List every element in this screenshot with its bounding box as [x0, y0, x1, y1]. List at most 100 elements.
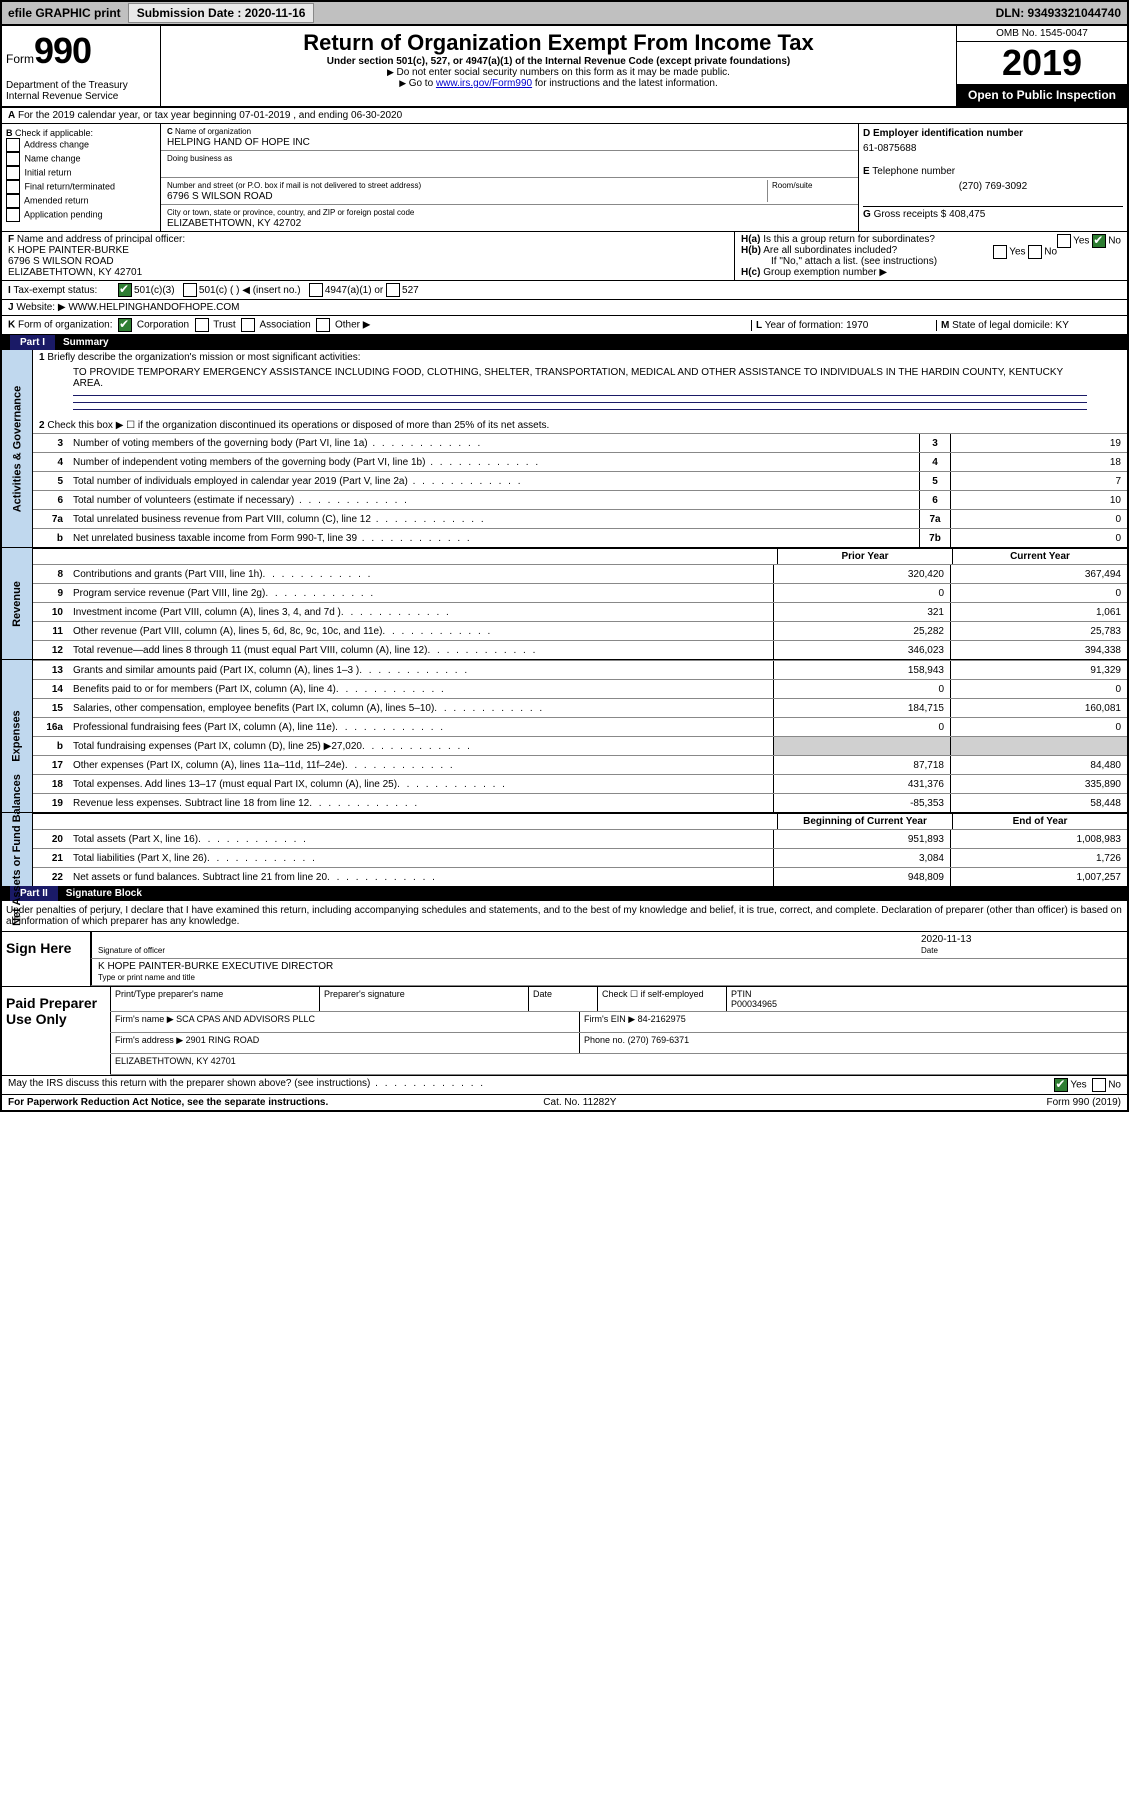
website: WWW.HELPINGHANDOFHOPE.COM	[68, 302, 239, 313]
preparer-row: Paid Preparer Use Only Print/Type prepar…	[2, 986, 1127, 1075]
line-11: 11Other revenue (Part VIII, column (A), …	[33, 621, 1127, 640]
submission-date-button[interactable]: Submission Date : 2020-11-16	[128, 3, 315, 23]
col-d-e-g: D Employer identification number 61-0875…	[859, 124, 1127, 231]
cb-name-change[interactable]	[6, 152, 20, 166]
netassets-side: Net Assets or Fund Balances	[2, 813, 33, 886]
line-3: 3Number of voting members of the governi…	[33, 433, 1127, 452]
cb-trust[interactable]	[195, 318, 209, 332]
dln-label: DLN: 93493321044740	[990, 4, 1127, 22]
line-20: 20Total assets (Part X, line 16) 951,893…	[33, 829, 1127, 848]
cb-corp[interactable]	[118, 318, 132, 332]
form-title: Return of Organization Exempt From Incom…	[165, 30, 952, 56]
expenses-section: Expenses 13Grants and similar amounts pa…	[2, 659, 1127, 812]
line-17: 17Other expenses (Part IX, column (A), l…	[33, 755, 1127, 774]
row-a: A For the 2019 calendar year, or tax yea…	[2, 108, 1127, 124]
cb-4947[interactable]	[309, 283, 323, 297]
cb-hb-no[interactable]	[1028, 245, 1042, 259]
state-domicile: KY	[1056, 320, 1069, 331]
gross-receipts: 408,475	[949, 209, 985, 220]
line-10: 10Investment income (Part VIII, column (…	[33, 602, 1127, 621]
firm-ein: 84-2162975	[638, 1014, 686, 1024]
form990-link[interactable]: www.irs.gov/Form990	[436, 78, 532, 89]
cb-assoc[interactable]	[241, 318, 255, 332]
firm-address: 2901 RING ROAD	[186, 1035, 260, 1045]
firm-phone: (270) 769-6371	[628, 1035, 690, 1045]
tax-exempt-row: I Tax-exempt status: 501(c)(3) 501(c) ( …	[2, 280, 1127, 299]
part2-header: Part IISignature Block	[2, 886, 1127, 901]
line-14: 14Benefits paid to or for members (Part …	[33, 679, 1127, 698]
governance-side: Activities & Governance	[2, 350, 33, 547]
line-18: 18Total expenses. Add lines 13–17 (must …	[33, 774, 1127, 793]
cb-discuss-yes[interactable]	[1054, 1078, 1068, 1092]
firm-name: SCA CPAS AND ADVISORS PLLC	[176, 1014, 315, 1024]
officer-name: K HOPE PAINTER-BURKE	[8, 245, 129, 256]
org-address: 6796 S WILSON ROAD	[167, 191, 273, 202]
discuss-row: May the IRS discuss this return with the…	[2, 1075, 1127, 1094]
sign-row: Sign Here Signature of officer 2020-11-1…	[2, 931, 1127, 986]
row-f-h: F Name and address of principal officer:…	[2, 231, 1127, 280]
cb-other[interactable]	[316, 318, 330, 332]
line-4: 4Number of independent voting members of…	[33, 452, 1127, 471]
website-row: J Website: ▶ WWW.HELPINGHANDOFHOPE.COM	[2, 299, 1127, 315]
line-16a: 16aProfessional fundraising fees (Part I…	[33, 717, 1127, 736]
netassets-section: Net Assets or Fund Balances Beginning of…	[2, 812, 1127, 886]
form-number: 990	[34, 30, 91, 71]
cat-no: Cat. No. 11282Y	[543, 1097, 616, 1108]
form-org-row: K Form of organization: Corporation Trus…	[2, 315, 1127, 335]
header: Form990 Department of the Treasury Inter…	[2, 26, 1127, 108]
header-right: OMB No. 1545-0047 2019 Open to Public In…	[956, 26, 1127, 106]
line-7a: 7aTotal unrelated business revenue from …	[33, 509, 1127, 528]
governance-section: Activities & Governance 1 Briefly descri…	[2, 350, 1127, 547]
ptin: P00034965	[731, 999, 777, 1009]
cb-527[interactable]	[386, 283, 400, 297]
year-formation: 1970	[846, 320, 868, 331]
efile-label: efile GRAPHIC print	[2, 4, 127, 22]
col-b: B Check if applicable: Address change Na…	[2, 124, 160, 231]
block-b-to-g: B Check if applicable: Address change Na…	[2, 124, 1127, 231]
signature-block: Under penalties of perjury, I declare th…	[2, 901, 1127, 1094]
declaration: Under penalties of perjury, I declare th…	[2, 901, 1127, 931]
omb-label: OMB No. 1545-0047	[957, 26, 1127, 42]
phone: (270) 769-3092	[863, 177, 1123, 204]
beg-end-header: Beginning of Current YearEnd of Year	[33, 813, 1127, 829]
line-b: bNet unrelated business taxable income f…	[33, 528, 1127, 547]
mission-text: TO PROVIDE TEMPORARY EMERGENCY ASSISTANC…	[33, 365, 1127, 418]
cb-ha-no[interactable]	[1092, 234, 1106, 248]
open-to-public: Open to Public Inspection	[957, 84, 1127, 106]
subtitle-2: Do not enter social security numbers on …	[165, 67, 952, 78]
sign-date: 2020-11-13	[921, 934, 971, 945]
cb-initial-return[interactable]	[6, 166, 20, 180]
cb-address-change[interactable]	[6, 138, 20, 152]
header-mid: Return of Organization Exempt From Incom…	[161, 26, 956, 106]
line-15: 15Salaries, other compensation, employee…	[33, 698, 1127, 717]
header-left: Form990 Department of the Treasury Inter…	[2, 26, 161, 106]
revenue-side: Revenue	[2, 548, 33, 659]
line-5: 5Total number of individuals employed in…	[33, 471, 1127, 490]
line-6: 6Total number of volunteers (estimate if…	[33, 490, 1127, 509]
col-h: H(a) Is this a group return for subordin…	[735, 232, 1127, 280]
line-b: bTotal fundraising expenses (Part IX, co…	[33, 736, 1127, 755]
org-name: HELPING HAND OF HOPE INC	[167, 137, 310, 148]
line-8: 8Contributions and grants (Part VIII, li…	[33, 564, 1127, 583]
cb-amended[interactable]	[6, 194, 20, 208]
org-city: ELIZABETHTOWN, KY 42702	[167, 218, 301, 229]
cb-final-return[interactable]	[6, 180, 20, 194]
part1-header: Part ISummary	[2, 335, 1127, 350]
cb-501c3[interactable]	[118, 283, 132, 297]
cb-ha-yes[interactable]	[1057, 234, 1071, 248]
firm-city: ELIZABETHTOWN, KY 42701	[110, 1054, 1127, 1074]
footer: For Paperwork Reduction Act Notice, see …	[2, 1094, 1127, 1110]
line-9: 9Program service revenue (Part VIII, lin…	[33, 583, 1127, 602]
subtitle-3: Go to www.irs.gov/Form990 for instructio…	[165, 78, 952, 89]
cb-501c[interactable]	[183, 283, 197, 297]
line-22: 22Net assets or fund balances. Subtract …	[33, 867, 1127, 886]
line-13: 13Grants and similar amounts paid (Part …	[33, 660, 1127, 679]
department-label: Department of the Treasury Internal Reve…	[6, 80, 156, 102]
ein: 61-0875688	[863, 139, 1123, 166]
line-19: 19Revenue less expenses. Subtract line 1…	[33, 793, 1127, 812]
cb-discuss-no[interactable]	[1092, 1078, 1106, 1092]
topbar: efile GRAPHIC print Submission Date : 20…	[2, 2, 1127, 26]
cb-application-pending[interactable]	[6, 208, 20, 222]
col-f: F Name and address of principal officer:…	[2, 232, 735, 280]
cb-hb-yes[interactable]	[993, 245, 1007, 259]
